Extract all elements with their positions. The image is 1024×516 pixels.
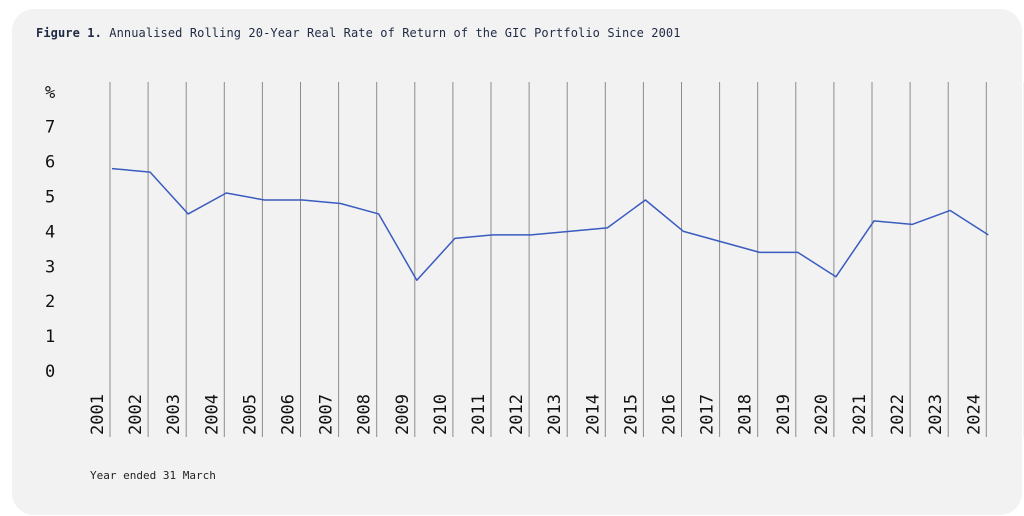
data-point	[835, 276, 837, 278]
data-point	[378, 213, 380, 215]
x-tick-label: 2012	[507, 394, 527, 435]
data-point	[568, 230, 570, 232]
x-tick-label: 2021	[850, 394, 870, 435]
x-tick-label: 2010	[431, 394, 451, 435]
x-tick-label: 2024	[964, 394, 984, 435]
y-tick-label: 4	[45, 222, 55, 242]
data-point	[225, 192, 227, 194]
x-tick-label: 2008	[355, 394, 375, 435]
data-point	[682, 230, 684, 232]
data-point	[111, 167, 113, 169]
x-tick-label: 2003	[164, 394, 184, 435]
chart-title: Figure 1. Annualised Rolling 20-Year Rea…	[36, 26, 681, 40]
chart-card	[12, 9, 1022, 515]
data-point	[644, 199, 646, 201]
data-point	[759, 251, 761, 253]
data-point	[606, 227, 608, 229]
data-point	[301, 199, 303, 201]
y-unit-label: %	[45, 83, 55, 103]
y-tick-label: 1	[45, 327, 55, 347]
x-tick-label: 2014	[583, 394, 603, 435]
y-tick-label: 5	[45, 188, 55, 208]
x-tick-label: 2023	[926, 394, 946, 435]
x-tick-label: 2002	[126, 394, 146, 435]
x-tick-label: 2006	[279, 394, 299, 435]
x-tick-label: 2005	[240, 394, 260, 435]
data-point	[416, 279, 418, 281]
x-tick-label: 2009	[393, 394, 413, 435]
data-point	[149, 171, 151, 173]
x-tick-label: 2020	[812, 394, 832, 435]
data-point	[873, 220, 875, 222]
y-tick-label: 2	[45, 292, 55, 312]
x-tick-label: 2004	[202, 394, 222, 435]
figure-title: Annualised Rolling 20-Year Real Rate of …	[109, 26, 681, 40]
x-tick-label: 2015	[621, 394, 641, 435]
data-point	[530, 234, 532, 236]
y-tick-label: 0	[45, 362, 55, 382]
x-tick-label: 2007	[317, 394, 337, 435]
data-point	[987, 234, 989, 236]
data-point	[339, 202, 341, 204]
figure-label: Figure 1.	[36, 26, 102, 40]
y-tick-label: 3	[45, 257, 55, 277]
x-tick-label: 2022	[888, 394, 908, 435]
data-point	[454, 237, 456, 239]
data-point	[187, 213, 189, 215]
data-point	[720, 241, 722, 243]
x-tick-label: 2016	[660, 394, 680, 435]
data-point	[949, 209, 951, 211]
x-tick-label: 2011	[469, 394, 489, 435]
data-point	[492, 234, 494, 236]
x-tick-label: 2001	[88, 394, 108, 435]
x-axis-label: Year ended 31 March	[90, 469, 216, 482]
data-point	[797, 251, 799, 253]
y-tick-label: 7	[45, 118, 55, 138]
x-tick-label: 2018	[736, 394, 756, 435]
x-tick-label: 2019	[774, 394, 794, 435]
x-tick-label: 2013	[545, 394, 565, 435]
data-point	[911, 223, 913, 225]
y-tick-label: 6	[45, 153, 55, 173]
series-line	[111, 167, 989, 282]
data-point	[263, 199, 265, 201]
x-tick-label: 2017	[698, 394, 718, 435]
